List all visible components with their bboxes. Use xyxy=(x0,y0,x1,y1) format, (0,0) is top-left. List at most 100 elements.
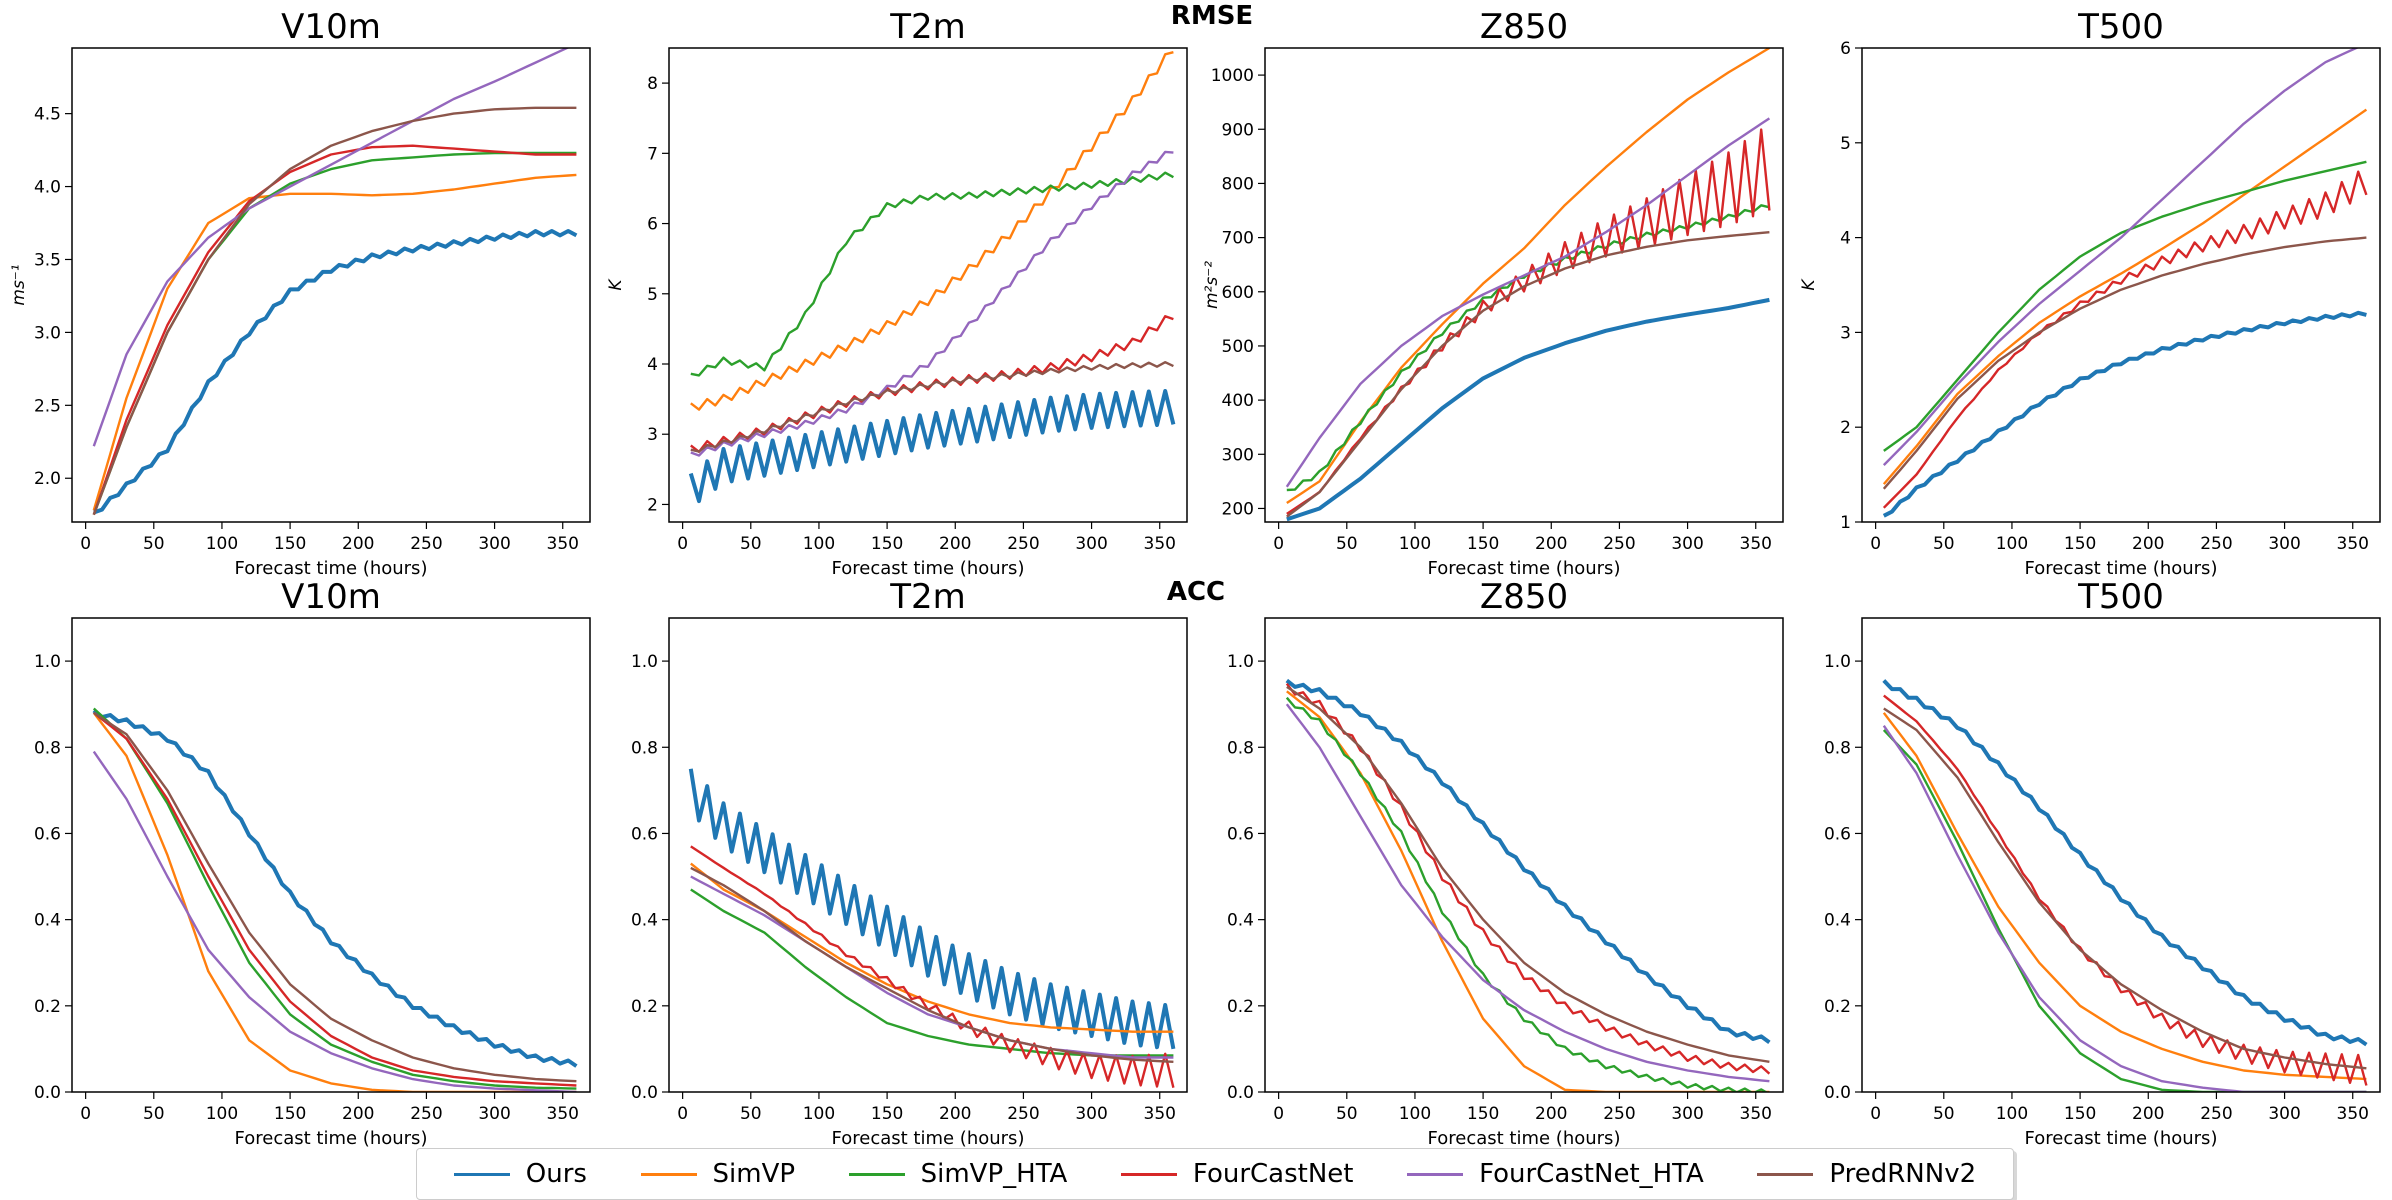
series-lines xyxy=(92,707,578,1092)
legend-label: SimVP xyxy=(712,1159,796,1189)
x-tick-label: 300 xyxy=(1671,534,1703,554)
series-lines xyxy=(688,51,1176,504)
x-tick-label: 0 xyxy=(1870,1104,1881,1124)
series-line-fourcastnet_hta xyxy=(1285,117,1771,488)
y-tick-label: 0.2 xyxy=(631,997,658,1017)
series-line-fourcastnet xyxy=(93,711,577,1087)
y-tick-label: 4 xyxy=(1840,229,1851,249)
chart-title: V10m xyxy=(281,577,381,617)
series-line-fourcastnet_hta xyxy=(92,750,577,1092)
y-tick-label: 3 xyxy=(1840,323,1851,343)
y-axis-label: ms⁻¹ xyxy=(9,264,29,305)
series-line-predrnnv2 xyxy=(690,866,1174,1063)
series-line-simvp_hta xyxy=(1286,204,1770,492)
y-tick-label: 0.6 xyxy=(631,824,658,844)
x-tick-label: 100 xyxy=(1399,534,1431,554)
y-tick-label: 1 xyxy=(1840,513,1851,533)
y-axis-label: K xyxy=(606,278,626,291)
x-tick-label: 50 xyxy=(1933,1104,1955,1124)
plot-frame xyxy=(1264,47,1784,523)
x-tick-label: 300 xyxy=(2268,534,2300,554)
x-tick-label: 150 xyxy=(274,1104,306,1124)
x-axis-label: Forecast time (hours) xyxy=(235,1128,428,1149)
x-tick-label: 50 xyxy=(143,1104,165,1124)
series-lines xyxy=(1285,678,1771,1092)
series-line-simvp_hta xyxy=(1883,160,2367,452)
series-line-fourcastnet xyxy=(690,845,1175,1088)
x-tick-label: 0 xyxy=(677,534,688,554)
chart-acc-t500: T500 0 50 100 150 200 250 300 350 0.0 0.2 0.4 0.6 0.8… xyxy=(1824,577,2381,1149)
x-tick-label: 300 xyxy=(1671,1104,1703,1124)
y-tick-label: 0.0 xyxy=(631,1083,658,1103)
x-tick-label: 250 xyxy=(410,534,442,554)
series-line-fourcastnet xyxy=(1883,694,2368,1086)
series-line-fourcastnet_hta xyxy=(1882,725,2367,1092)
x-tick-label: 150 xyxy=(2064,1104,2096,1124)
series-lines xyxy=(1882,48,2368,518)
series-line-predrnnv2 xyxy=(93,711,577,1083)
series-line-simvp xyxy=(1882,712,2367,1081)
row-title-rmse: RMSE xyxy=(1171,1,1253,31)
x-tick-label: 50 xyxy=(143,534,165,554)
x-tick-label: 250 xyxy=(2200,534,2232,554)
series-line-fourcastnet_hta xyxy=(690,875,1174,1059)
legend-label: Ours xyxy=(525,1159,587,1189)
y-tick-label: 400 xyxy=(1222,391,1254,411)
x-tick-label: 200 xyxy=(2132,534,2164,554)
legend-item: PredRNNv2 xyxy=(1757,1159,1976,1189)
y-tick-label: 1.0 xyxy=(34,652,61,672)
legend-swatch xyxy=(848,1172,905,1176)
x-axis-label: Forecast time (hours) xyxy=(1428,1128,1621,1149)
series-line-fourcastnet xyxy=(1285,682,1771,1075)
y-tick-label: 0.2 xyxy=(34,997,61,1017)
y-tick-label: 300 xyxy=(1222,445,1254,465)
y-tick-label: 0.8 xyxy=(1824,738,1851,758)
series-line-ours xyxy=(1286,297,1770,522)
legend-label: SimVP_HTA xyxy=(920,1159,1068,1189)
series-line-fourcastnet_hta xyxy=(92,48,570,447)
chart-rmse-t500: T500 0 50 100 150 200 250 300 350 1 2 3 4 5 6 Forecast … xyxy=(1799,7,2381,579)
legend: Ours SimVP SimVP_HTA FourCastNet FourCas… xyxy=(416,1148,2014,1200)
series-line-simvp xyxy=(1882,108,2368,485)
y-tick-label: 0.4 xyxy=(631,911,658,931)
plot-frame xyxy=(668,47,1188,523)
series-lines xyxy=(1882,679,2368,1092)
chart-acc-z850: Z850 0 50 100 150 200 250 300 350 0.0 0.2 0.4 0.6 0.8… xyxy=(1227,577,1784,1149)
y-tick-label: 0.0 xyxy=(34,1083,61,1103)
x-tick-label: 250 xyxy=(1603,1104,1635,1124)
x-tick-label: 350 xyxy=(1144,534,1176,554)
chart-title: T500 xyxy=(2077,577,2164,617)
y-tick-label: 0.6 xyxy=(34,824,61,844)
y-tick-label: 0.0 xyxy=(1824,1083,1851,1103)
y-tick-label: 0.2 xyxy=(1227,997,1254,1017)
x-axis-label: Forecast time (hours) xyxy=(1428,558,1621,579)
chart-acc-v10m: V10m 0 50 100 150 200 250 300 350 0.0 0.2 0.4 0.6 0.8… xyxy=(34,577,591,1149)
x-tick-label: 150 xyxy=(871,1104,903,1124)
series-line-predrnnv2 xyxy=(690,361,1174,453)
legend-item: FourCastNet xyxy=(1120,1159,1354,1189)
x-tick-label: 0 xyxy=(80,534,91,554)
x-axis-label: Forecast time (hours) xyxy=(235,558,428,579)
series-line-simvp xyxy=(92,712,577,1092)
series-line-simvp_hta xyxy=(92,707,577,1090)
x-tick-label: 250 xyxy=(410,1104,442,1124)
x-tick-label: 250 xyxy=(1603,534,1635,554)
y-tick-label: 3.5 xyxy=(34,250,61,270)
legend-item: SimVP_HTA xyxy=(848,1159,1068,1189)
x-tick-label: 50 xyxy=(1336,1104,1358,1124)
y-tick-label: 0.8 xyxy=(1227,738,1254,758)
y-tick-label: 500 xyxy=(1222,337,1254,357)
plot-frame xyxy=(1861,47,2381,523)
x-tick-label: 0 xyxy=(1273,1104,1284,1124)
x-tick-label: 0 xyxy=(677,1104,688,1124)
series-line-simvp_hta xyxy=(1285,696,1769,1092)
series-line-ours xyxy=(1882,310,2367,518)
x-tick-label: 300 xyxy=(1075,534,1107,554)
y-tick-label: 7 xyxy=(647,144,658,164)
y-axis-label: K xyxy=(1799,278,1819,291)
x-axis-label: Forecast time (hours) xyxy=(2025,1128,2218,1149)
x-axis-label: Forecast time (hours) xyxy=(832,558,1025,579)
legend-label: PredRNNv2 xyxy=(1829,1159,1977,1189)
series-line-predrnnv2 xyxy=(1286,685,1770,1063)
series-line-predrnnv2 xyxy=(1882,236,2367,490)
